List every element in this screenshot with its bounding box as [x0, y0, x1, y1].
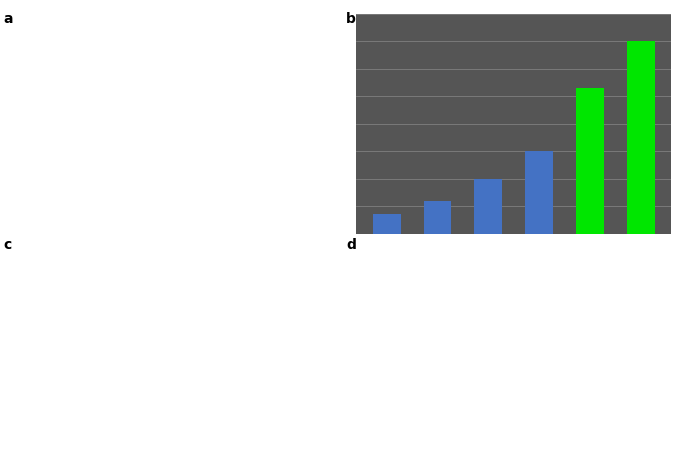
Bar [627, 42, 655, 234]
Title: Graphene Batteries of the Future: Graphene Batteries of the Future [371, 0, 657, 9]
Text: b: b [346, 12, 356, 26]
Text: d: d [346, 238, 356, 252]
Bar [525, 151, 553, 234]
Bar [576, 88, 604, 234]
Y-axis label: Energy Content (Wh/Kg): Energy Content (Wh/Kg) [317, 61, 327, 187]
Bar [423, 201, 451, 234]
Text: a: a [3, 12, 13, 26]
Text: c: c [3, 238, 12, 252]
Bar [474, 178, 502, 234]
Bar [373, 214, 401, 234]
